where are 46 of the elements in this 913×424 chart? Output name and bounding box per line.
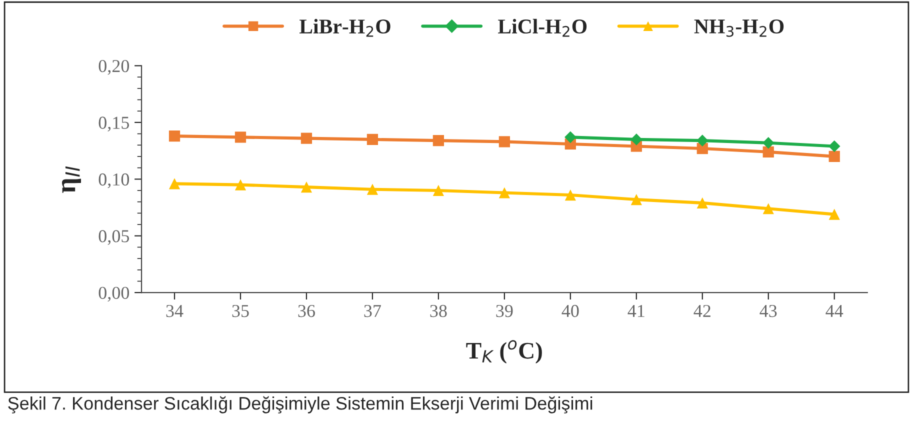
- x-tick-label: 38: [430, 304, 447, 318]
- legend-label: NH$_{3}$-H$_{2}$O: [694, 20, 784, 37]
- x-tick-label: 37: [364, 304, 381, 318]
- x-tick-label: 41: [628, 304, 644, 317]
- point: [630, 194, 642, 206]
- point: [828, 140, 840, 152]
- point: [366, 134, 378, 145]
- point: [498, 136, 510, 148]
- x-tick-label: 36: [298, 304, 315, 318]
- x-tick-label: 42: [694, 304, 710, 317]
- point: [168, 178, 180, 190]
- y-tick-label: 0,20: [98, 60, 130, 75]
- point: [762, 146, 774, 158]
- y-tick-label: 0,00: [98, 286, 130, 302]
- point: [630, 134, 642, 146]
- point: [366, 184, 378, 195]
- point: [234, 179, 246, 190]
- x-axis-title: T$_{K}$ ($^{o}$C): [466, 340, 542, 364]
- point: [762, 203, 774, 214]
- point: [696, 197, 708, 209]
- y-tick-label: 0,10: [98, 173, 130, 188]
- point: [564, 131, 576, 144]
- x-tick-label: 34: [166, 304, 184, 318]
- point: [564, 189, 576, 201]
- y-axis-title: η$_{II}$: [62, 166, 82, 193]
- point: [432, 135, 444, 146]
- x-tick-label: 40: [562, 304, 579, 318]
- point: [828, 150, 840, 162]
- x-tick-label: 39: [496, 304, 513, 318]
- point: [432, 184, 444, 196]
- point: [828, 208, 840, 220]
- x-tick-label: 43: [760, 304, 777, 318]
- legend-label: LiCl-H$_{2}$O: [498, 18, 587, 37]
- point: [696, 134, 708, 146]
- point: [234, 132, 246, 143]
- legend-label: LiBr-H$_{2}$O: [299, 18, 390, 37]
- x-tick-label: 44: [826, 305, 844, 317]
- point: [498, 187, 510, 198]
- y-tick-label: 0,05: [98, 230, 130, 245]
- point: [300, 132, 312, 144]
- text: Şekil 7. Kondenser Sıcaklığı Değişimiyle Sistemin Ekserji Verimi Değişimi: [8, 396, 592, 414]
- point: [168, 130, 180, 142]
- point: [300, 182, 312, 193]
- point: [762, 136, 774, 149]
- y-tick-label: 0,15: [98, 116, 130, 132]
- x-tick-label: 35: [232, 304, 249, 318]
